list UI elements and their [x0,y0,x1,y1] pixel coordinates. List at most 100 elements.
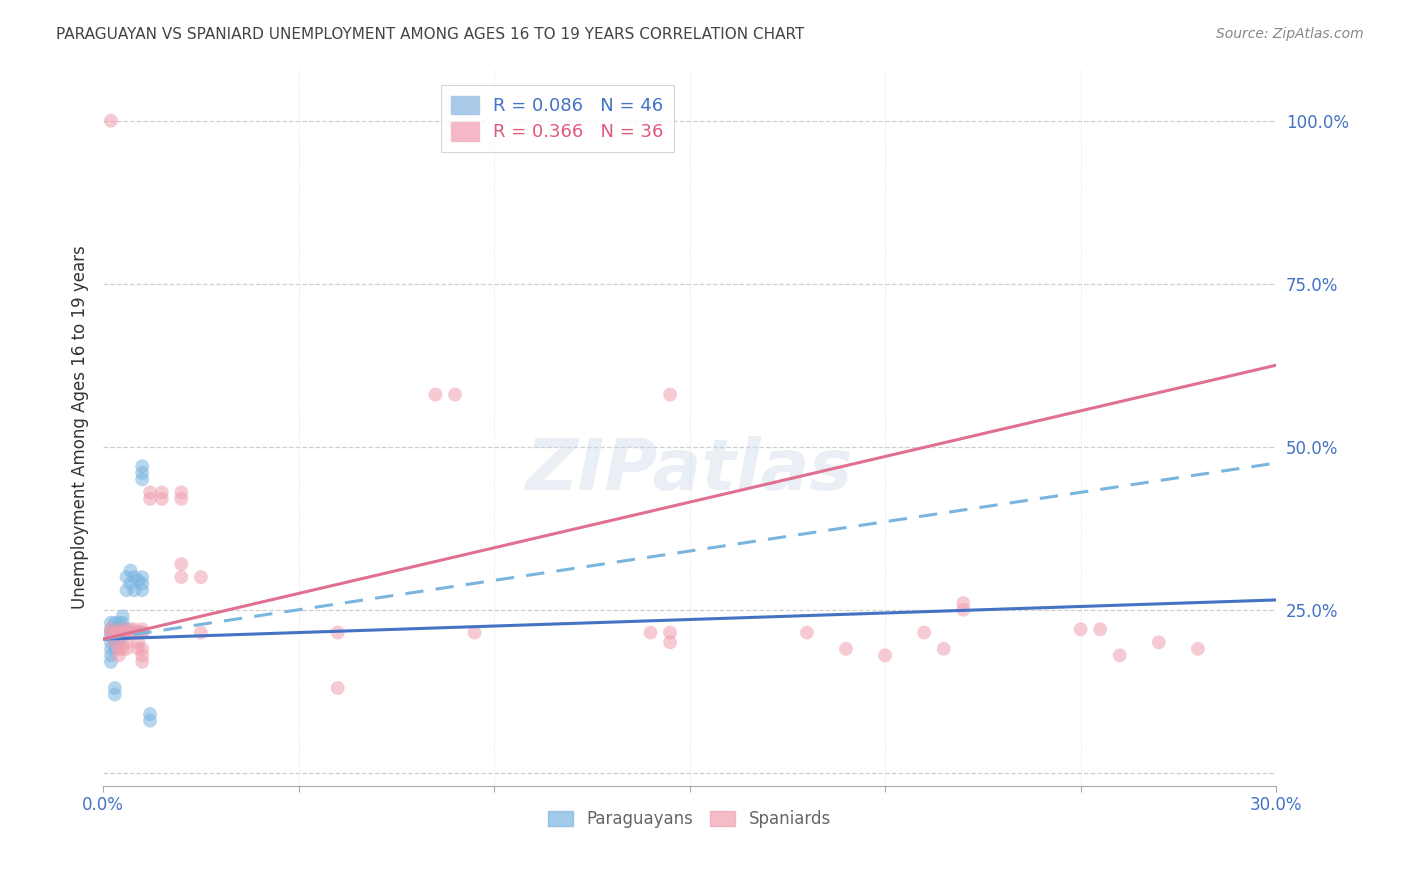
Point [1108,648,1130,663]
Point [952,596,974,610]
Point [100,625,122,640]
Point [100,641,122,656]
Point [640,625,662,640]
Point [796,625,818,640]
Point [170,557,193,571]
Point [120,625,142,640]
Point [127,641,149,656]
Point [107,625,129,640]
Point [131,655,153,669]
Point [107,622,129,636]
Point [124,583,146,598]
Point [104,625,127,640]
Point [124,570,146,584]
Point [131,622,153,636]
Point [107,615,129,630]
Point [107,629,129,643]
Y-axis label: Unemployment Among Ages 16 to 19 years: Unemployment Among Ages 16 to 19 years [72,245,89,609]
Point [425,387,447,401]
Point [659,635,682,649]
Text: ZIPatlas: ZIPatlas [526,435,853,505]
Point [170,485,193,500]
Point [115,625,138,640]
Point [100,625,122,640]
Point [115,570,138,584]
Point [104,641,127,656]
Point [120,576,142,591]
Point [170,491,193,506]
Point [464,625,486,640]
Point [115,635,138,649]
Point [107,625,129,640]
Point [127,635,149,649]
Point [111,625,134,640]
Point [912,625,935,640]
Point [139,707,162,722]
Point [131,472,153,486]
Point [131,641,153,656]
Point [107,641,129,656]
Legend: Paraguayans, Spaniards: Paraguayans, Spaniards [541,804,838,835]
Point [1147,635,1170,649]
Point [100,629,122,643]
Point [131,583,153,598]
Point [1187,641,1209,656]
Point [170,570,193,584]
Point [115,625,138,640]
Point [139,485,162,500]
Point [111,622,134,636]
Text: Source: ZipAtlas.com: Source: ZipAtlas.com [1216,27,1364,41]
Point [124,622,146,636]
Point [952,603,974,617]
Point [932,641,955,656]
Point [659,387,682,401]
Point [835,641,858,656]
Point [131,576,153,591]
Point [100,655,122,669]
Point [190,570,212,584]
Point [104,629,127,643]
Point [111,615,134,630]
Point [111,641,134,656]
Point [115,622,138,636]
Point [131,459,153,474]
Point [104,635,127,649]
Point [1088,622,1111,636]
Point [150,485,173,500]
Point [104,688,127,702]
Point [131,625,153,640]
Point [120,622,142,636]
Point [127,574,149,588]
Point [875,648,897,663]
Point [115,583,138,598]
Point [111,625,134,640]
Point [104,681,127,695]
Point [444,387,467,401]
Point [124,625,146,640]
Point [326,681,349,695]
Point [100,622,122,636]
Point [1070,622,1092,636]
Point [111,609,134,624]
Point [127,625,149,640]
Point [104,615,127,630]
Point [100,113,122,128]
Point [139,714,162,728]
Point [326,625,349,640]
Point [104,625,127,640]
Point [115,625,138,640]
Point [115,641,138,656]
Point [659,625,682,640]
Point [190,625,212,640]
Point [139,491,162,506]
Point [131,466,153,480]
Point [150,491,173,506]
Point [107,648,129,663]
Point [100,635,122,649]
Point [131,625,153,640]
Point [120,564,142,578]
Point [111,622,134,636]
Point [100,622,122,636]
Point [131,648,153,663]
Point [107,635,129,649]
